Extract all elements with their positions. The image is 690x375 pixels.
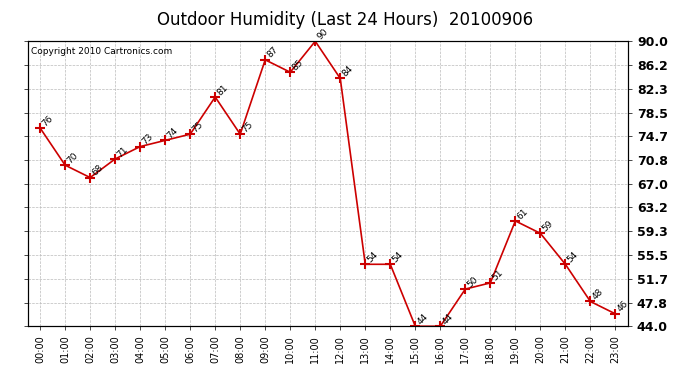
Text: Copyright 2010 Cartronics.com: Copyright 2010 Cartronics.com [30,47,172,56]
Text: 70: 70 [65,151,79,165]
Text: 48: 48 [591,287,605,302]
Text: 51: 51 [491,268,505,283]
Text: 68: 68 [90,163,105,177]
Text: 54: 54 [365,250,380,264]
Text: 84: 84 [340,64,355,78]
Text: 44: 44 [415,312,430,326]
Text: 73: 73 [140,132,155,147]
Text: Outdoor Humidity (Last 24 Hours)  20100906: Outdoor Humidity (Last 24 Hours) 2010090… [157,11,533,29]
Text: 87: 87 [265,45,279,60]
Text: 54: 54 [565,250,580,264]
Text: 75: 75 [240,120,255,134]
Text: 54: 54 [391,250,405,264]
Text: 61: 61 [515,206,530,221]
Text: 74: 74 [165,126,179,140]
Text: 76: 76 [40,114,55,128]
Text: 81: 81 [215,82,230,97]
Text: 50: 50 [465,274,480,289]
Text: 75: 75 [190,120,205,134]
Text: 46: 46 [615,300,630,314]
Text: 59: 59 [540,219,555,233]
Text: 44: 44 [440,312,455,326]
Text: 71: 71 [115,144,130,159]
Text: 85: 85 [290,58,305,72]
Text: 90: 90 [315,27,330,41]
